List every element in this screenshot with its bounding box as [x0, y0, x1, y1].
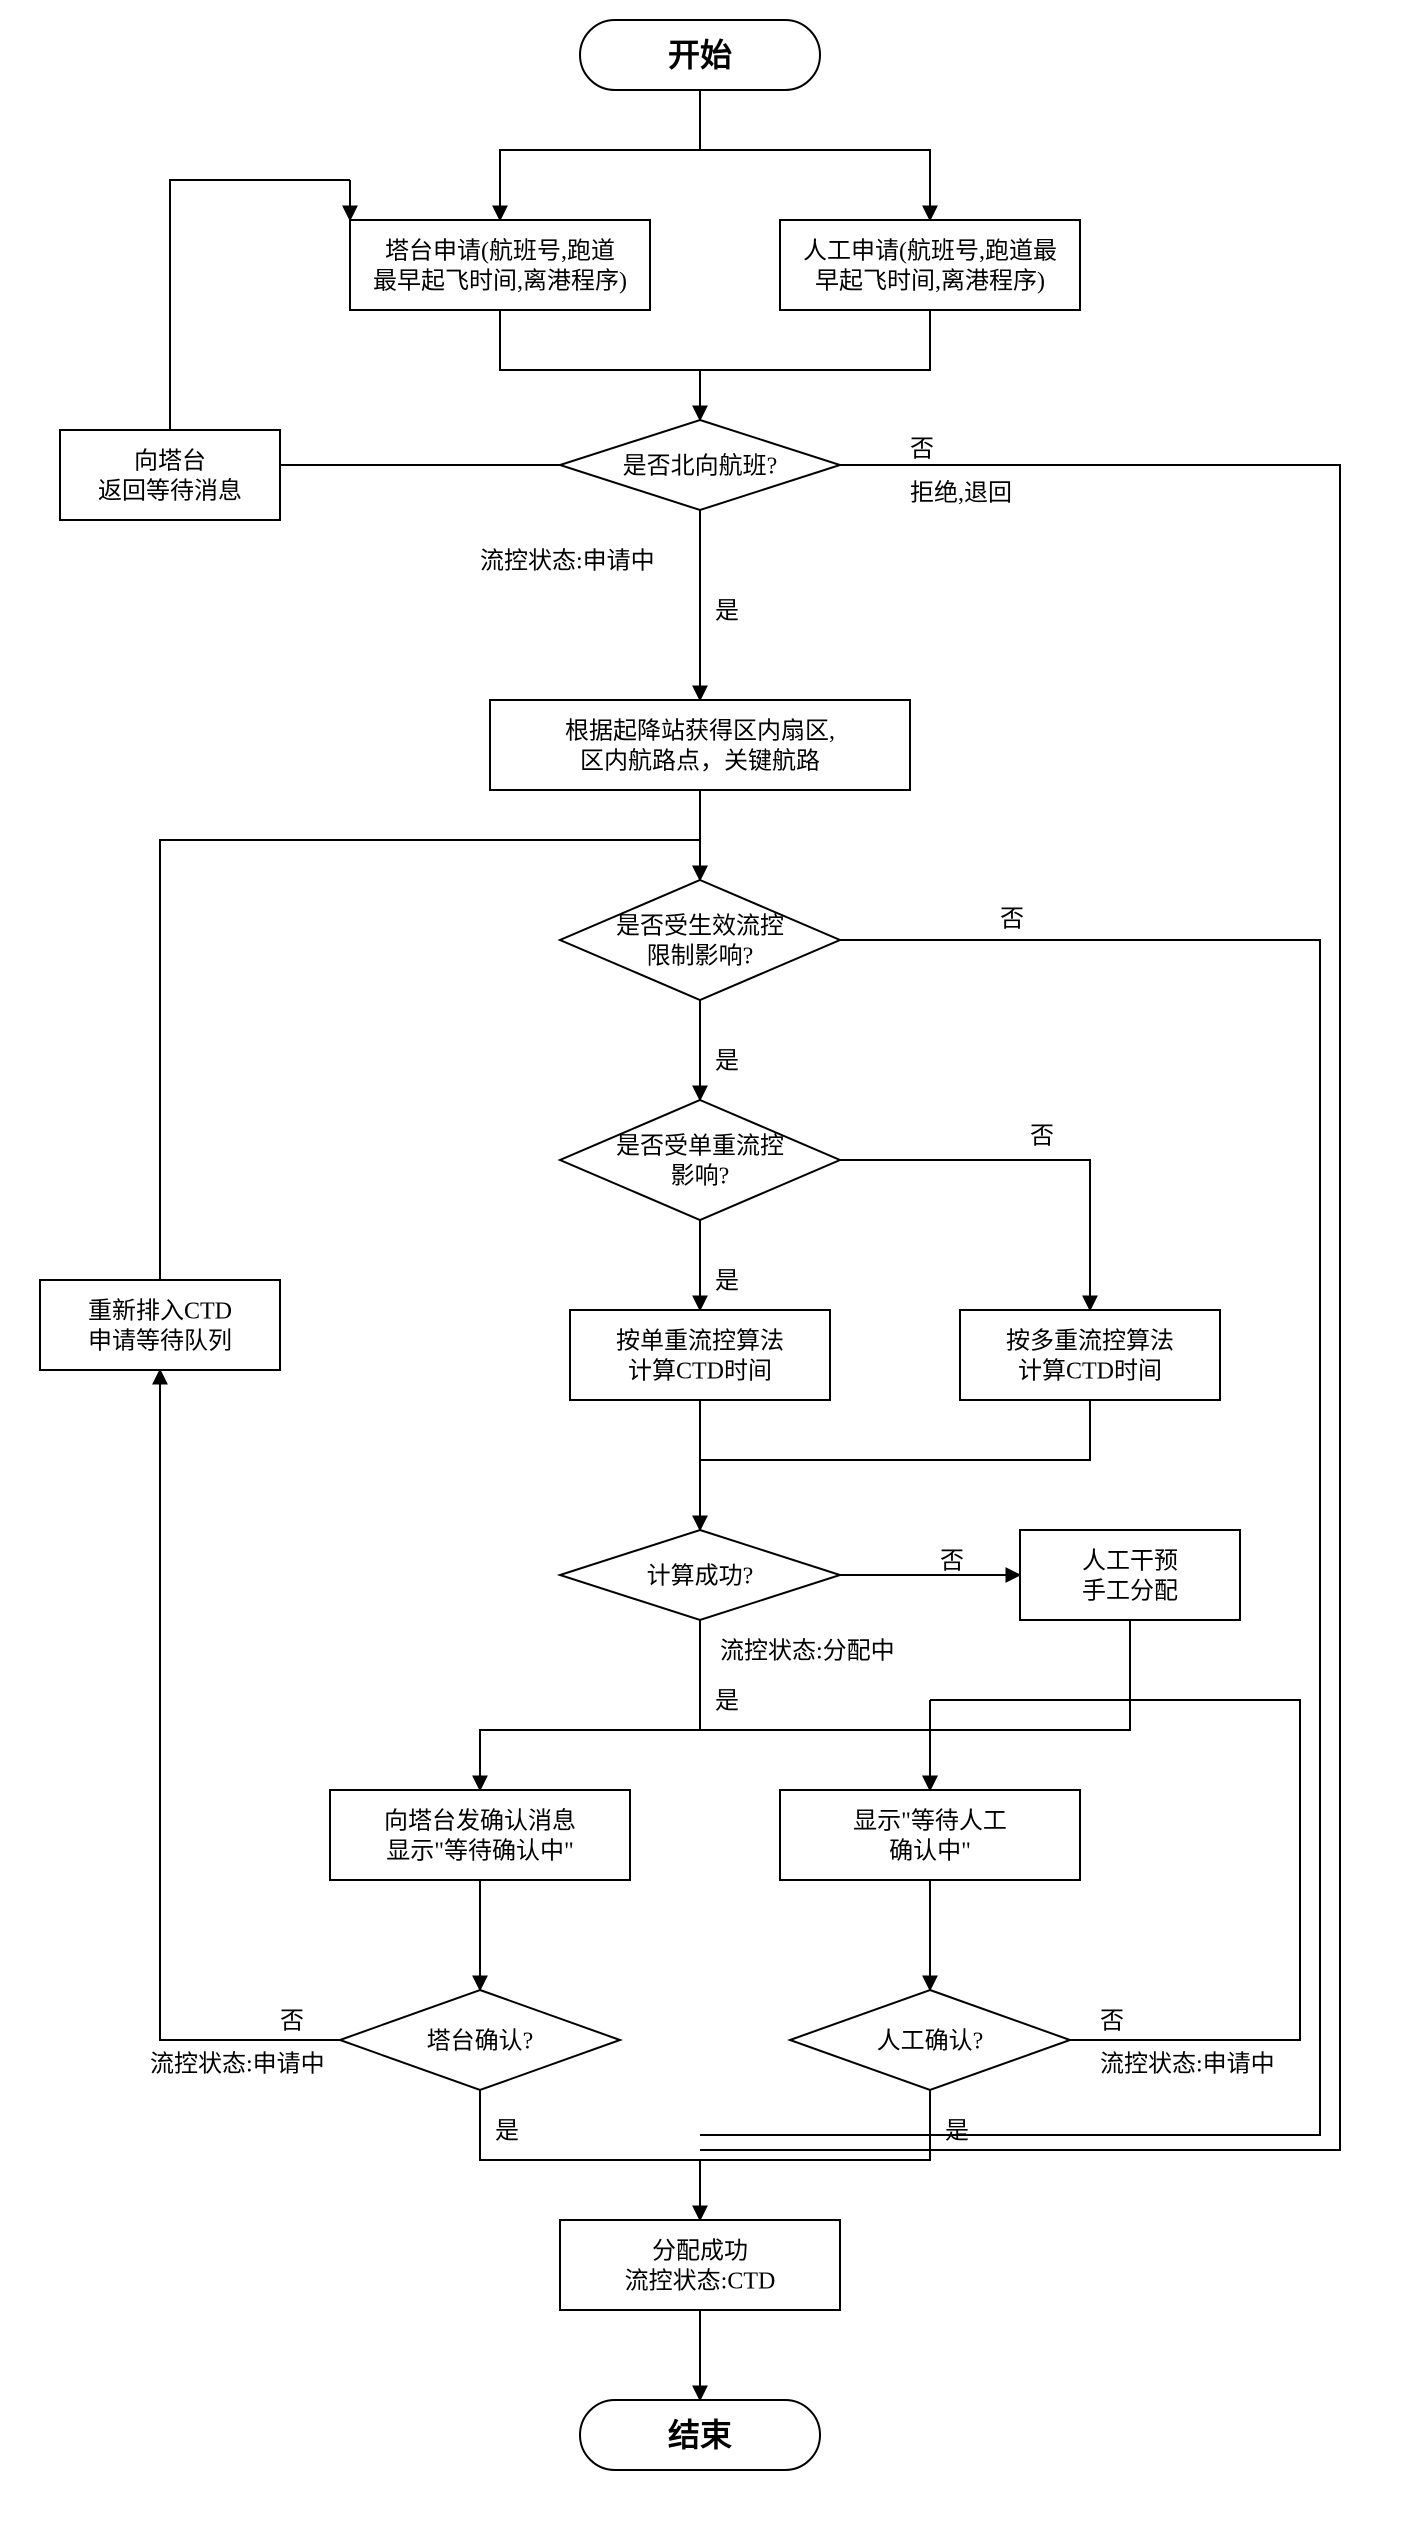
svg-text:人工确认?: 人工确认? [877, 2027, 984, 2054]
node-n_manual: 人工申请(航班号,跑道最早起飞时间,离港程序) [780, 220, 1080, 310]
label-calc_no: 否 [940, 1548, 964, 1574]
label-calc_status: 流控状态:分配中 [720, 1637, 895, 1664]
svg-text:开始: 开始 [668, 37, 732, 73]
node-n_showwait: 显示"等待人工确认中" [780, 1790, 1080, 1880]
edge [700, 310, 930, 370]
label-mconf_no: 否 [1100, 2008, 1124, 2034]
edge [160, 1370, 340, 2040]
node-n_multi: 按多重流控算法计算CTD时间 [960, 1310, 1220, 1400]
edge [840, 1160, 1090, 1310]
label-mconf_yes: 是 [945, 2118, 969, 2144]
label-north_no: 否 [910, 436, 934, 462]
flowchart-diagram: 开始塔台申请(航班号,跑道最早起飞时间,离港程序) 人工申请(航班号,跑道最早起飞… [0, 0, 1402, 2522]
node-n_manint: 人工干预手工分配 [1020, 1530, 1240, 1620]
label-calc_yes: 是 [715, 1688, 739, 1714]
node-d_tconf: 塔台确认? [340, 1990, 620, 2090]
edge [700, 1730, 930, 1790]
edge [700, 1400, 1090, 1460]
node-n_requeue: 重新排入CTD申请等待队列 [40, 1280, 280, 1370]
node-d_flowctl: 是否受生效流控限制影响? [560, 880, 840, 1000]
label-north_yes: 是 [715, 598, 739, 624]
node-n_single: 按单重流控算法计算CTD时间 [570, 1310, 830, 1400]
node-n_getarea: 根据起降站获得区内扇区,区内航路点，关键航路 [490, 700, 910, 790]
label-tconf_stat: 流控状态:申请中 [150, 2050, 325, 2077]
svg-text:塔台确认?: 塔台确认? [427, 2027, 534, 2054]
svg-text:结束: 结束 [668, 2417, 732, 2453]
label-mconf_stat: 流控状态:申请中 [1100, 2050, 1275, 2077]
edge [500, 150, 700, 220]
label-single_no: 否 [1030, 1123, 1054, 1149]
node-d_north: 是否北向航班? [560, 420, 840, 510]
node-start: 开始 [580, 20, 820, 90]
label-flow_no: 否 [1000, 906, 1024, 932]
svg-text:是否北向航班?: 是否北向航班? [623, 452, 778, 479]
edge [500, 310, 700, 370]
node-d_single: 是否受单重流控影响? [560, 1100, 840, 1220]
node-d_mconf: 人工确认? [790, 1990, 1070, 2090]
node-n_tower: 塔台申请(航班号,跑道最早起飞时间,离港程序) [350, 220, 650, 310]
label-north_reject: 拒绝,退回 [910, 479, 1012, 506]
node-n_waitmsg: 向塔台返回等待消息 [60, 430, 280, 520]
edge [160, 840, 700, 1280]
node-end: 结束 [580, 2400, 820, 2470]
label-tconf_yes: 是 [495, 2118, 519, 2144]
edge [170, 180, 350, 430]
label-flow_yes: 是 [715, 1048, 739, 1074]
node-n_sendconf: 向塔台发确认消息显示"等待确认中" [330, 1790, 630, 1880]
label-tconf_no: 否 [280, 2008, 304, 2034]
edge [480, 1730, 700, 1790]
node-n_success: 分配成功流控状态:CTD [560, 2220, 840, 2310]
label-north_status: 流控状态:申请中 [480, 547, 655, 574]
edge [930, 1620, 1130, 1730]
svg-text:计算成功?: 计算成功? [647, 1562, 754, 1589]
label-single_yes: 是 [715, 1268, 739, 1294]
node-d_calc: 计算成功? [560, 1530, 840, 1620]
edge [700, 150, 930, 220]
